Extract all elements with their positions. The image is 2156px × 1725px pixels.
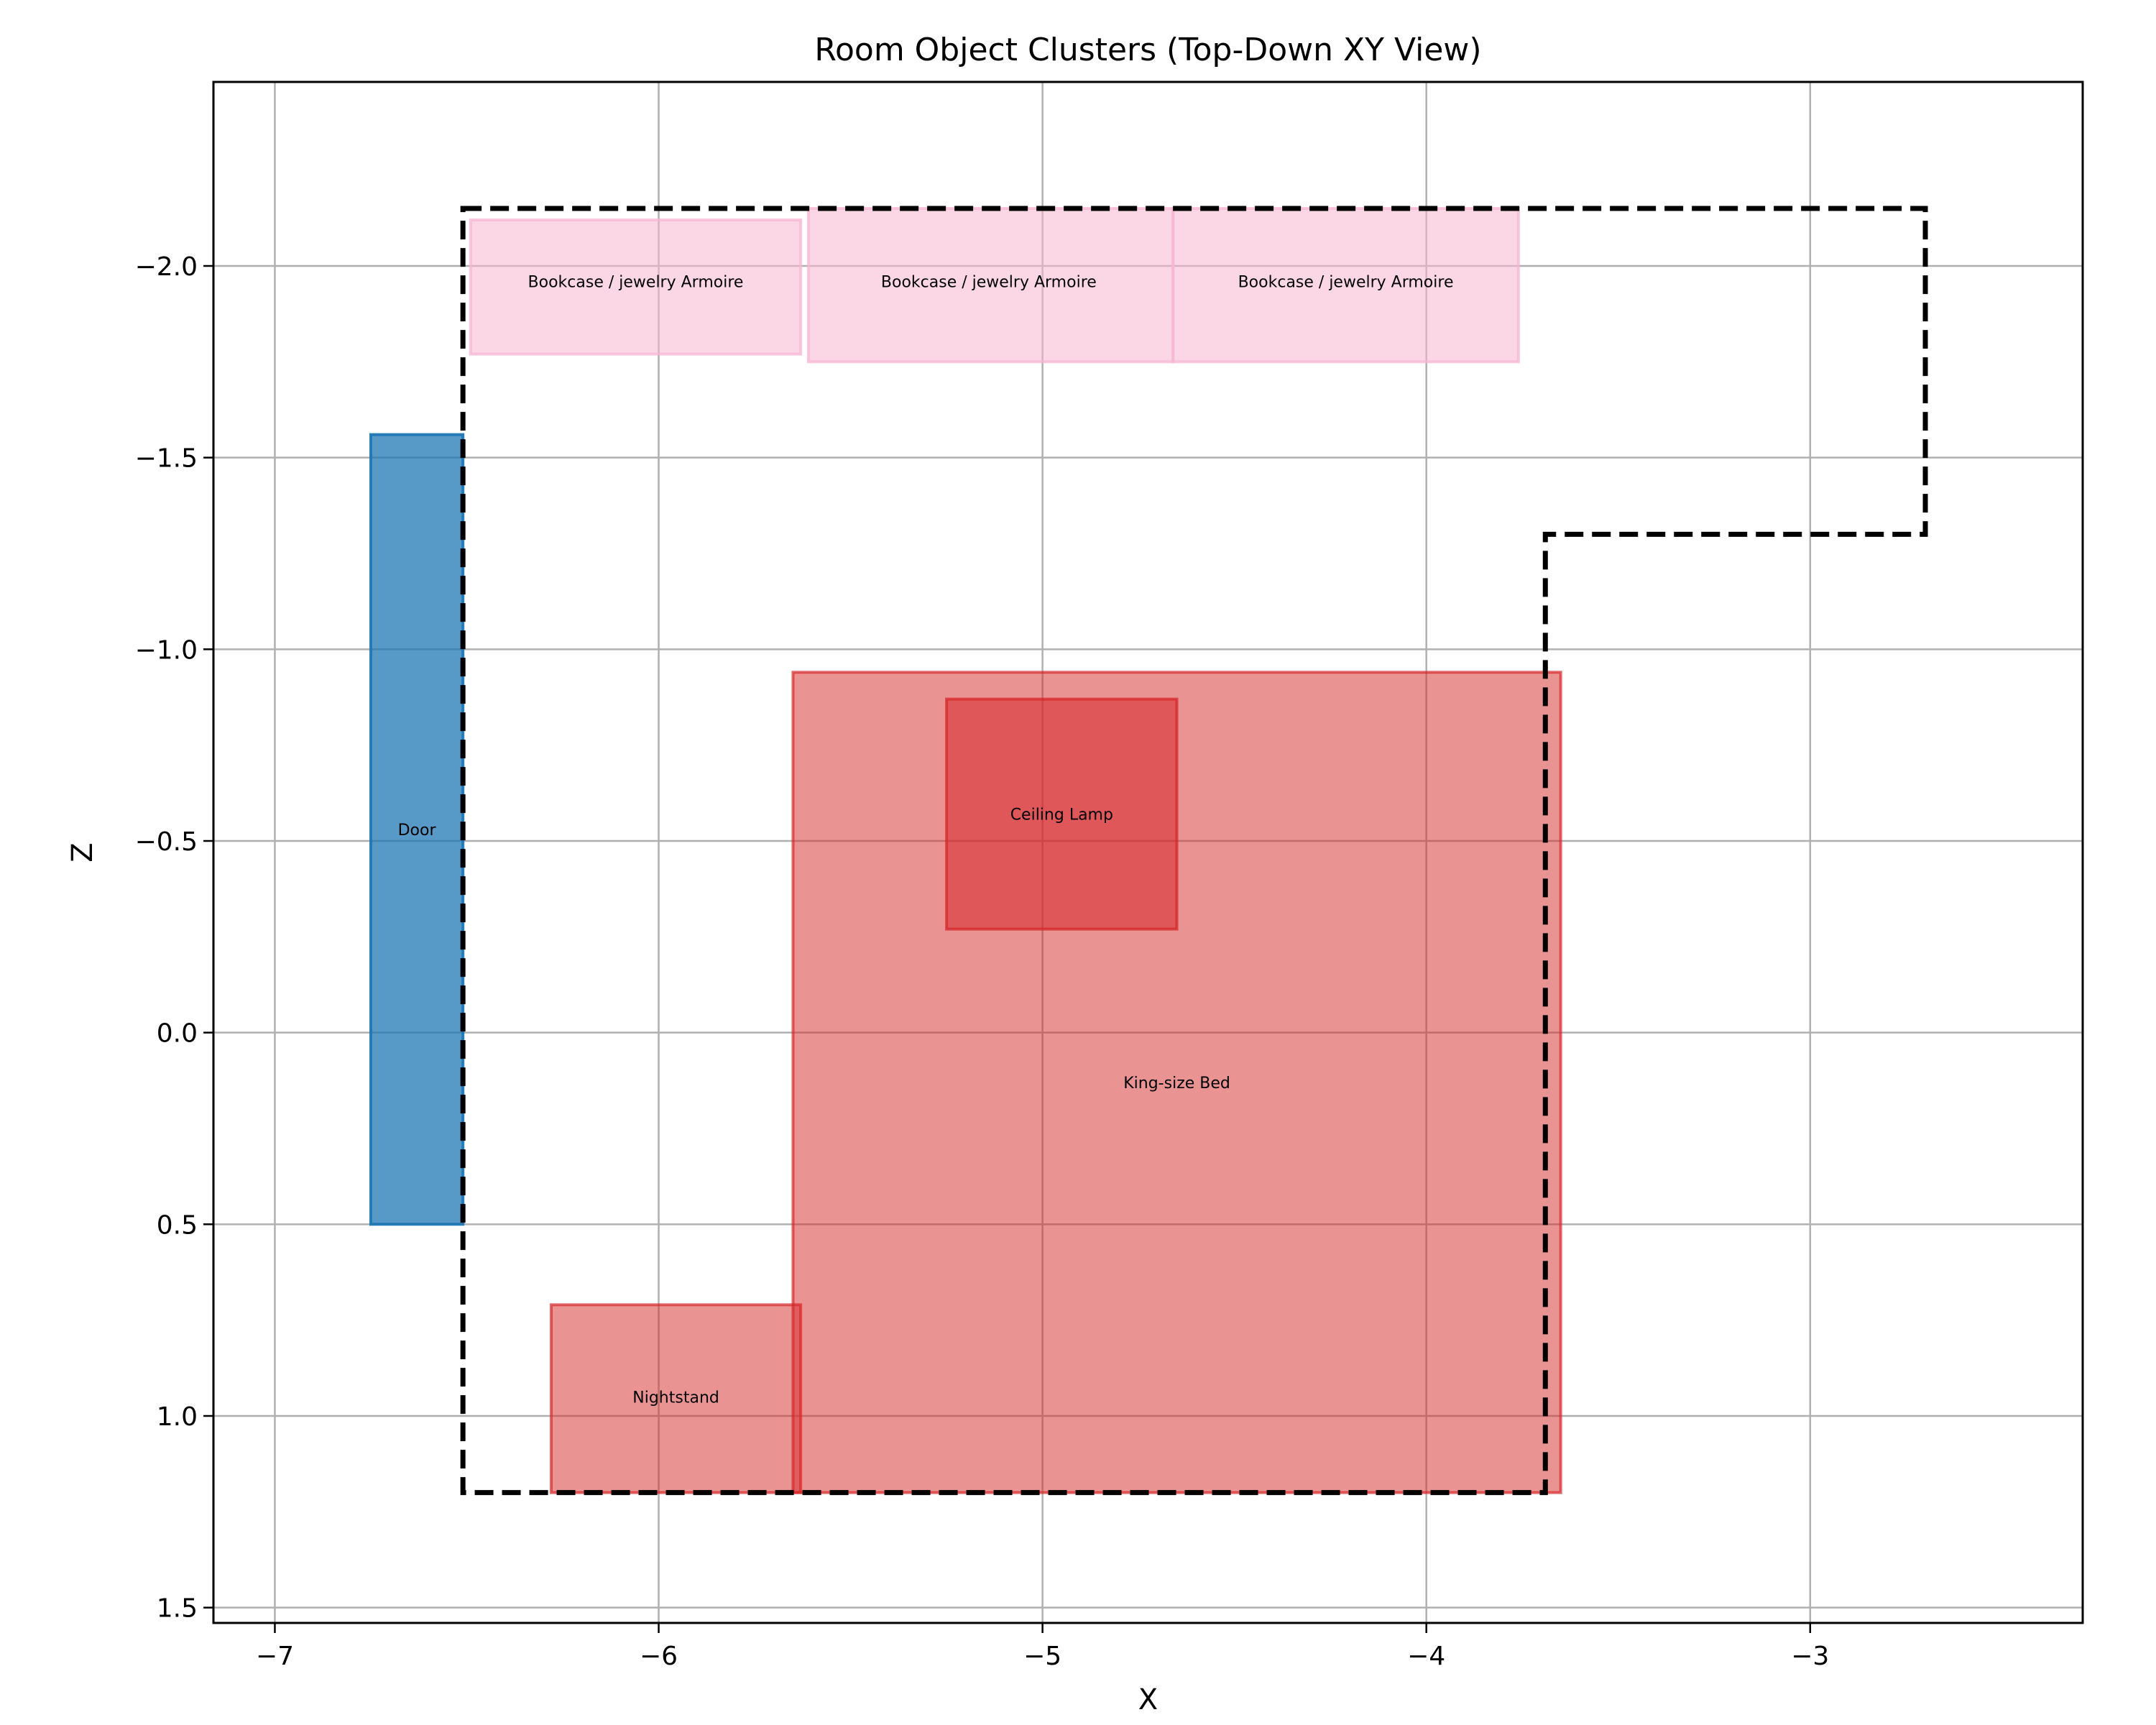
x-tick-label: −6 [640,1642,678,1671]
object-rect [945,697,1179,931]
object-label: King-size Bed [1123,1075,1230,1092]
y-tick-label: 1.0 [157,1402,198,1432]
object-rectangles [369,207,1562,1494]
chart-title: Room Object Clusters (Top-Down XY View) [814,32,1481,68]
object-label: Bookcase / jewelry Armoire [881,273,1097,291]
room-outline [460,206,1928,1496]
y-axis-label: Z [66,842,99,862]
object-labels: Door Bookcase / jewelry Armoire Bookcase /… [398,273,1454,1407]
object-rect [469,218,803,356]
y-tick-label: 0.0 [157,1019,198,1049]
object-rect [549,1303,803,1494]
x-tick-label: −7 [256,1642,294,1671]
object-label: Ceiling Lamp [1010,806,1113,824]
y-tick-label: −0.5 [135,827,198,857]
y-tick-label: −1.0 [135,635,198,665]
plot-frame [212,80,2084,1624]
object-rect [369,433,465,1226]
x-tick-label: −3 [1791,1642,1829,1671]
y-ticks: −2.0 −1.5 −1.0 −0.5 0.0 0.5 1.0 1.5 [135,252,213,1624]
object-rect [1171,207,1520,364]
object-label: Door [398,822,437,840]
object-label: Bookcase / jewelry Armoire [1238,273,1454,291]
object-label: Nightstand [632,1389,719,1407]
room-outline-layer [460,206,1928,1496]
x-tick-label: −5 [1023,1642,1061,1671]
y-tick-label: 1.5 [157,1594,198,1624]
object-label: Bookcase / jewelry Armoire [528,273,744,291]
y-tick-label: 0.5 [157,1210,198,1240]
y-tick-label: −1.5 [135,444,198,474]
x-axis-label: X [1138,1683,1158,1716]
x-tick-label: −4 [1407,1642,1445,1671]
y-tick-label: −2.0 [135,252,198,282]
object-rect [806,207,1175,364]
x-ticks: −7 −6 −5 −4 −3 [256,1623,1829,1671]
